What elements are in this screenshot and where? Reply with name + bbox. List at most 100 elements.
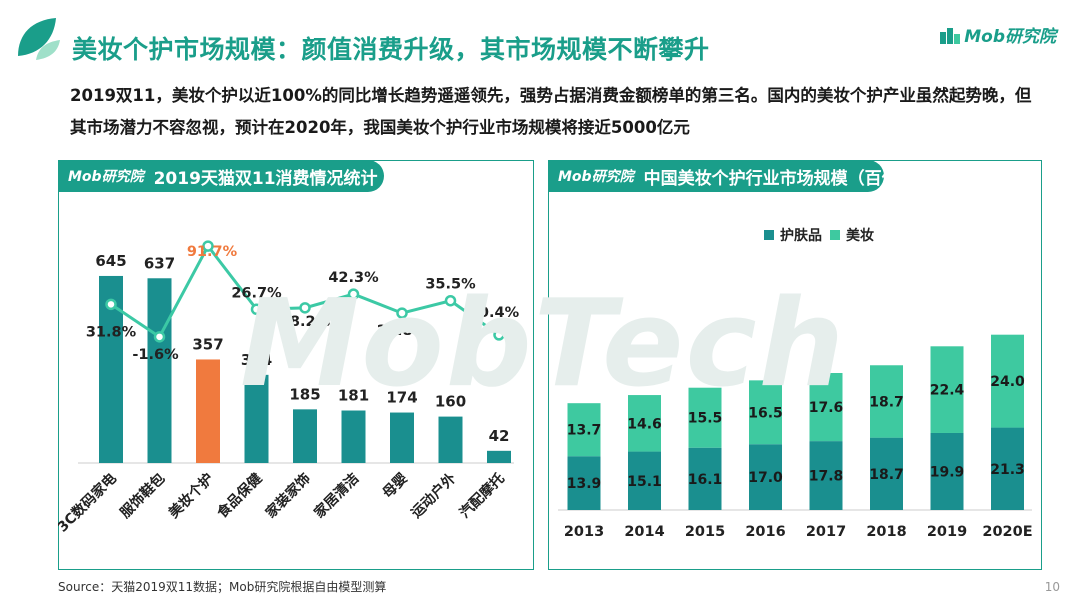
makeup-value-label: 16.5	[748, 405, 783, 421]
growth-label: 91.7%	[186, 244, 237, 260]
growth-label: 31.8%	[85, 324, 136, 340]
category-label: 运动户外	[407, 469, 459, 521]
makeup-value-label: 15.5	[687, 410, 722, 426]
legend-label-skincare: 护肤品	[780, 227, 822, 244]
left-chart-title: 2019天猫双11消费情况统计（亿元）	[153, 168, 446, 189]
bar-运动户外	[438, 416, 462, 463]
bar-makeup-2020E	[990, 334, 1024, 428]
growth-point	[153, 330, 165, 343]
skincare-value-label: 16.1	[687, 471, 722, 487]
skincare-value-label: 21.3	[990, 461, 1025, 477]
bar-value-label: 42	[488, 426, 509, 444]
right-chart-title: 中国美妆个护行业市场规模（百亿元）	[643, 168, 933, 189]
panel-logo: Mob研究院	[558, 169, 634, 185]
market-size-stacked-chart: 护肤品 美妆 13.9 13.7 2013 15.1 14.6 2014 16.1 15.5 201…	[557, 227, 1032, 540]
bar-skincare-2014	[627, 451, 661, 510]
year-label: 2013	[563, 524, 603, 540]
growth-point	[444, 294, 456, 306]
year-label: 2019	[926, 524, 966, 540]
left-chart-panel: Mob研究院 2019天猫双11消费情况统计（亿元） 645 3C数码家电 637 服…	[58, 160, 534, 570]
growth-point	[298, 301, 311, 314]
page-number: 10	[1044, 580, 1060, 594]
skincare-value-label: 17.0	[748, 470, 783, 486]
year-label: 2014	[624, 524, 664, 540]
makeup-value-label: 22.4	[929, 382, 964, 398]
consumption-bar-line-chart: 645 3C数码家电 637 服饰鞋包 357 美妆个护 304 食品保健 185 家装家饰 181…	[58, 239, 519, 535]
category-label: 家装家饰	[262, 469, 314, 521]
bar-skincare-2017	[809, 440, 842, 510]
right-chart-header: Mob研究院 中国美妆个护行业市场规模（百亿元）	[548, 160, 933, 192]
year-label: 2015	[684, 524, 724, 540]
bar-skincare-2018	[869, 437, 903, 510]
category-label: 母婴	[379, 469, 411, 501]
page-title: 美妆个护市场规模：颜值消费升级，其市场规模不断攀升	[72, 35, 710, 64]
year-label: 2018	[866, 524, 906, 540]
bar-value-label: 645	[95, 251, 126, 269]
bar-value-label: 174	[386, 388, 417, 406]
category-label: 汽配摩托	[456, 469, 508, 521]
year-label: 2020E	[982, 524, 1032, 540]
growth-point	[395, 306, 408, 319]
makeup-value-label: 14.6	[627, 416, 662, 432]
growth-point	[104, 298, 117, 310]
right-chart-panel: Mob研究院 中国美妆个护行业市场规模（百亿元） 护肤品 美妆 13.9 13.7 20…	[548, 160, 1042, 570]
bar-makeup-2017	[809, 372, 842, 441]
bar-value-label: 637	[143, 254, 174, 272]
growth-label: -1.6%	[132, 346, 179, 362]
bar-skincare-2015	[688, 447, 721, 510]
bar-makeup-2019	[930, 345, 963, 433]
decorative-leaf	[18, 18, 60, 60]
bar-母婴	[389, 412, 414, 463]
watermark: MobTech	[240, 275, 847, 414]
category-label: 服饰鞋包	[116, 469, 168, 521]
category-label: 食品保健	[213, 469, 265, 521]
year-label: 2017	[805, 524, 845, 540]
brand-name: Mob研究院	[964, 27, 1056, 47]
brand-logo: Mob研究院	[940, 22, 1056, 47]
growth-label: 26.7%	[231, 285, 282, 301]
growth-point	[250, 303, 262, 315]
legend-swatch-makeup	[829, 229, 840, 240]
bar-value-label: 357	[192, 335, 223, 353]
bar-服饰鞋包	[147, 277, 171, 463]
growth-label: 0.4%	[478, 304, 519, 320]
growth-label: 42.3%	[328, 270, 379, 286]
source-note: Source：天猫2019双11数据；Mob研究院根据自由模型测算	[58, 580, 387, 594]
bar-makeup-2014	[627, 394, 661, 452]
year-label: 2016	[745, 524, 785, 540]
growth-label: 35.5%	[425, 276, 476, 292]
category-label: 3C数码家电	[58, 469, 120, 535]
makeup-value-label: 18.7	[869, 394, 904, 410]
category-label: 美妆个护	[165, 469, 217, 521]
panel-logo: Mob研究院	[68, 169, 144, 185]
bar-value-label: 304	[240, 350, 271, 368]
bar-skincare-2013	[567, 455, 600, 510]
legend-label-makeup: 美妆	[846, 227, 874, 244]
growth-label: 22.8%	[376, 323, 427, 339]
bar-美妆个护	[195, 358, 220, 463]
intro-paragraph: 2019双11，美妆个护以近100%的同比增长趋势遥遥领先，强势占据消费金额榜单…	[70, 86, 1032, 137]
bar-makeup-2016	[748, 379, 782, 444]
skincare-value-label: 13.9	[566, 476, 601, 492]
makeup-value-label: 13.7	[566, 422, 601, 438]
skincare-value-label: 19.9	[929, 464, 964, 480]
bar-value-label: 181	[337, 386, 368, 404]
skincare-value-label: 15.1	[627, 473, 662, 489]
bar-家装家饰	[292, 408, 317, 463]
bar-value-label: 160	[434, 392, 465, 410]
skincare-value-label: 18.7	[869, 466, 904, 482]
growth-point	[201, 239, 214, 252]
makeup-value-label: 17.6	[808, 400, 843, 416]
bar-家居清洁	[341, 410, 365, 463]
mob-logo-icon	[940, 28, 961, 44]
skincare-value-label: 17.8	[808, 468, 843, 484]
bar-value-label: 185	[289, 385, 320, 403]
growth-point	[492, 328, 505, 341]
makeup-value-label: 24.0	[990, 374, 1025, 390]
bar-skincare-2019	[930, 432, 963, 510]
growth-label: 28.2%	[279, 313, 330, 329]
growth-point	[347, 287, 359, 300]
bar-skincare-2016	[748, 443, 782, 510]
bar-汽配摩托	[486, 450, 511, 463]
bar-makeup-2015	[688, 387, 721, 448]
